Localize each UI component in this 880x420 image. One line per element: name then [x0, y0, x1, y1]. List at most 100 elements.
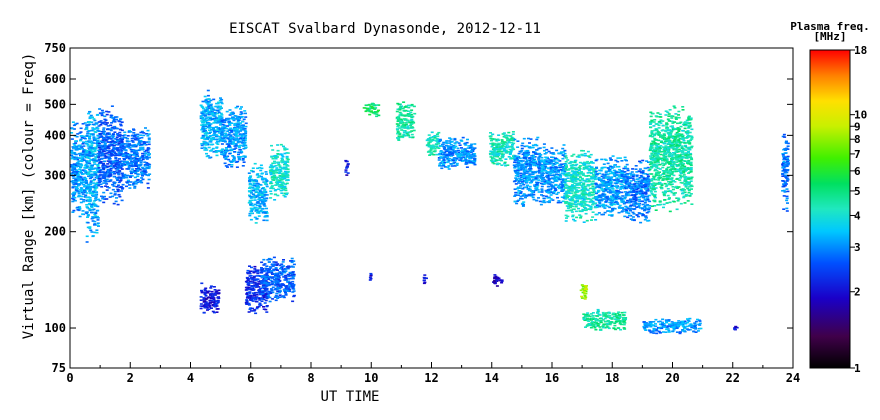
- echo-point: [212, 126, 215, 129]
- echo-point: [403, 126, 407, 128]
- echo-point: [491, 144, 495, 146]
- echo-point: [121, 187, 125, 189]
- echo-point: [431, 145, 435, 148]
- echo-point: [91, 179, 95, 182]
- echo-point: [212, 109, 216, 111]
- echo-point: [116, 203, 120, 206]
- echo-point: [286, 176, 290, 179]
- echo-point: [620, 181, 624, 183]
- echo-point: [531, 146, 535, 149]
- echo-point: [561, 185, 565, 187]
- echo-point: [522, 168, 525, 170]
- echo-point: [449, 144, 453, 146]
- echo-point: [451, 154, 455, 156]
- echo-point: [118, 135, 122, 137]
- echo-point: [248, 179, 251, 182]
- echo-point: [614, 198, 618, 201]
- echo-point: [515, 163, 519, 166]
- echo-point: [71, 186, 75, 189]
- echo-point: [85, 134, 89, 137]
- echo-point: [598, 169, 602, 172]
- echo-point: [103, 118, 107, 121]
- echo-point: [452, 145, 456, 148]
- echo-point: [248, 214, 252, 217]
- echo-point: [513, 180, 517, 182]
- echo-point: [411, 136, 415, 139]
- echo-point: [141, 178, 145, 181]
- echo-point: [216, 105, 220, 108]
- echo-point: [572, 186, 576, 189]
- echo-point: [134, 168, 138, 170]
- echo-point: [604, 171, 608, 174]
- echo-point: [582, 221, 586, 223]
- echo-point: [274, 157, 278, 160]
- echo-point: [84, 177, 88, 180]
- echo-point: [271, 179, 275, 181]
- echo-point: [448, 147, 452, 149]
- echo-point: [201, 125, 205, 128]
- echo-point: [91, 155, 95, 157]
- echo-point: [229, 139, 233, 142]
- echo-point: [503, 161, 507, 164]
- echo-point: [91, 220, 95, 222]
- echo-point: [137, 137, 141, 139]
- echo-point: [73, 199, 77, 202]
- echo-point: [575, 197, 579, 200]
- echo-point: [102, 171, 106, 174]
- echo-point: [364, 110, 368, 113]
- echo-point: [130, 137, 134, 140]
- echo-point: [571, 176, 575, 178]
- echo-point: [400, 125, 404, 128]
- echo-point: [214, 151, 218, 154]
- echo-point: [512, 137, 515, 140]
- echo-point: [442, 158, 446, 160]
- echo-point: [255, 174, 259, 176]
- echo-point: [535, 183, 539, 186]
- echo-point: [74, 170, 78, 173]
- echo-point: [562, 151, 566, 153]
- echo-point: [86, 214, 90, 217]
- echo-point: [550, 156, 553, 158]
- echo-point: [540, 170, 544, 173]
- echo-point: [223, 126, 227, 129]
- echo-point: [452, 150, 456, 153]
- echo-point: [604, 200, 608, 202]
- echo-point: [615, 189, 619, 192]
- echo-point: [94, 199, 98, 201]
- echo-point: [493, 142, 497, 145]
- echo-point: [519, 197, 522, 200]
- echo-point: [640, 213, 644, 215]
- echo-point: [567, 189, 571, 191]
- echo-point: [493, 151, 497, 153]
- echo-point: [518, 187, 522, 189]
- echo-point: [584, 180, 588, 183]
- echo-point: [76, 209, 80, 211]
- echo-point: [224, 147, 228, 149]
- echo-point: [133, 150, 137, 153]
- echo-point: [603, 188, 607, 190]
- echo-point: [244, 132, 248, 135]
- echo-point: [136, 164, 140, 166]
- echo-point: [107, 154, 111, 156]
- echo-point: [552, 190, 556, 193]
- echo-point: [136, 178, 140, 181]
- echo-point: [468, 154, 472, 156]
- echo-point: [539, 163, 543, 166]
- echo-point: [71, 185, 75, 188]
- echo-point: [107, 133, 111, 135]
- echo-point: [72, 147, 76, 150]
- echo-point: [620, 172, 624, 175]
- echo-point: [132, 171, 136, 174]
- echo-point: [251, 167, 255, 169]
- echo-point: [145, 149, 148, 152]
- echo-point: [146, 151, 150, 153]
- echo-point: [76, 184, 80, 187]
- echo-point: [398, 109, 402, 111]
- echo-point: [406, 113, 410, 115]
- echo-point: [565, 217, 568, 219]
- echo-point: [560, 189, 564, 192]
- echo-point: [529, 138, 533, 140]
- echo-point: [223, 141, 227, 143]
- echo-point: [257, 198, 261, 201]
- echo-point: [276, 156, 279, 158]
